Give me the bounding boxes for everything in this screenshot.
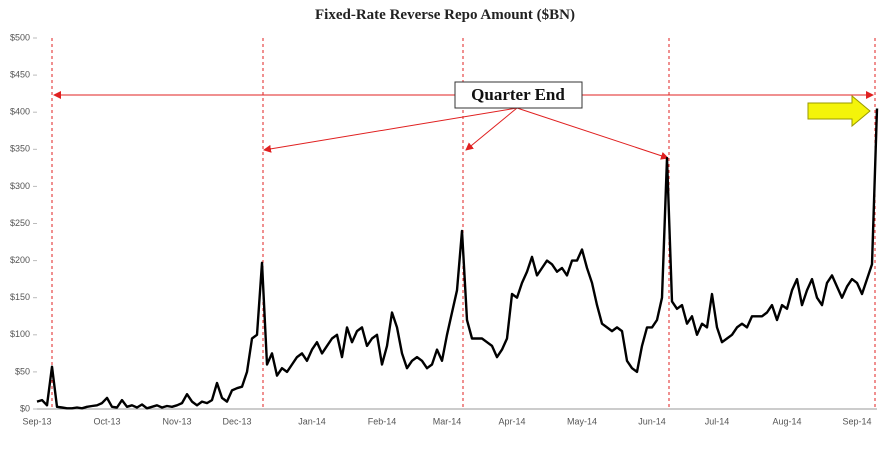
x-tick-label: Apr-14 xyxy=(498,416,525,426)
x-tick-label: May-14 xyxy=(567,416,597,426)
y-tick-label: $50 xyxy=(15,366,30,376)
series-line xyxy=(36,108,879,410)
x-tick-label: Feb-14 xyxy=(368,416,397,426)
x-tick-label: Dec-13 xyxy=(222,416,251,426)
y-tick-label: $450 xyxy=(10,69,30,79)
y-tick-label: $100 xyxy=(10,329,30,339)
y-tick-label: $200 xyxy=(10,255,30,265)
chart-title: Fixed-Rate Reverse Repo Amount ($BN) xyxy=(315,7,575,23)
x-tick-label: Sep-14 xyxy=(842,416,871,426)
y-tick-label: $350 xyxy=(10,144,30,154)
x-tick-label: Mar-14 xyxy=(433,416,462,426)
y-tick-label: $400 xyxy=(10,107,30,117)
x-tick-label: Oct-13 xyxy=(93,416,120,426)
y-tick-label: $150 xyxy=(10,292,30,302)
y-tick-label: $500 xyxy=(10,32,30,42)
y-tick-label: $250 xyxy=(10,218,30,228)
x-tick-label: Sep-13 xyxy=(22,416,51,426)
highlight-arrow xyxy=(807,94,871,128)
annotation-box xyxy=(454,81,583,109)
y-tick-label: $300 xyxy=(10,181,30,191)
arrow xyxy=(516,107,669,160)
annotation-arrows xyxy=(53,91,874,160)
x-tick-label: Jul-14 xyxy=(705,416,730,426)
arrow xyxy=(263,107,518,153)
x-tick-label: Nov-13 xyxy=(162,416,191,426)
x-tick-label: Aug-14 xyxy=(772,416,801,426)
x-tick-label: Jan-14 xyxy=(298,416,326,426)
x-tick-label: Jun-14 xyxy=(638,416,666,426)
annotation: Quarter End xyxy=(471,85,565,104)
y-tick-label: $0 xyxy=(20,403,30,413)
arrow xyxy=(465,107,518,151)
